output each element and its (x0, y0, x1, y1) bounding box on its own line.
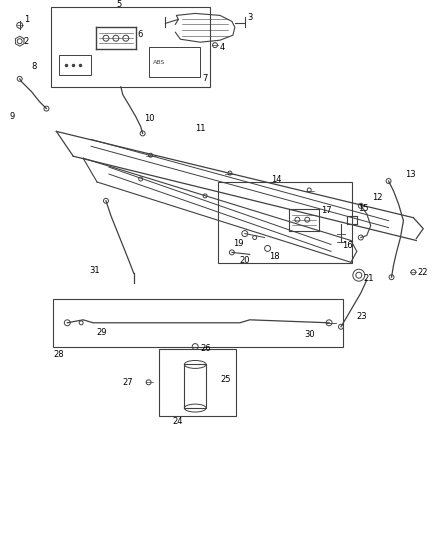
Text: 12: 12 (372, 193, 382, 203)
Text: 2: 2 (24, 37, 29, 46)
Text: 19: 19 (233, 239, 244, 248)
Text: 24: 24 (173, 417, 183, 426)
Text: 31: 31 (89, 266, 100, 274)
Bar (159, 349, 236, 416)
Text: 22: 22 (417, 268, 428, 277)
Text: 14: 14 (272, 174, 282, 183)
Text: 20: 20 (240, 256, 251, 265)
Text: 9: 9 (10, 112, 15, 121)
Text: 26: 26 (200, 344, 211, 353)
Bar (218, 182, 352, 263)
Bar (51, 7, 210, 87)
Text: 15: 15 (358, 204, 368, 213)
Text: ABS: ABS (152, 60, 165, 64)
Text: 23: 23 (357, 312, 367, 321)
Text: 30: 30 (304, 330, 315, 339)
Text: 27: 27 (123, 378, 134, 387)
Text: 7: 7 (202, 75, 208, 83)
Bar (184, 365, 206, 408)
Text: 6: 6 (138, 30, 143, 39)
Text: 29: 29 (96, 328, 106, 337)
Text: 21: 21 (364, 273, 374, 282)
Text: 28: 28 (53, 350, 64, 359)
Text: 1: 1 (24, 15, 29, 24)
Text: 18: 18 (269, 252, 280, 261)
Text: 25: 25 (220, 375, 230, 384)
Text: 11: 11 (195, 124, 206, 133)
Bar (53, 299, 343, 346)
Text: 5: 5 (116, 0, 121, 9)
Text: 4: 4 (220, 43, 225, 52)
Text: 3: 3 (248, 13, 253, 22)
Text: 17: 17 (321, 206, 332, 215)
Text: 16: 16 (342, 241, 353, 250)
Text: 10: 10 (144, 114, 154, 123)
Text: 8: 8 (32, 62, 37, 71)
Bar (60, 55, 91, 75)
Bar (148, 47, 200, 77)
Text: 13: 13 (406, 169, 416, 179)
